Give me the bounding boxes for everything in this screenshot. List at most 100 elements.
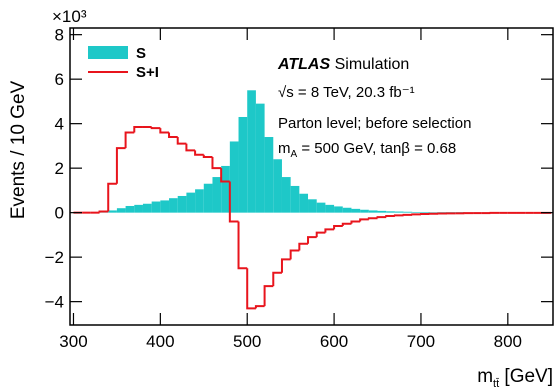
bar xyxy=(177,195,187,213)
bar xyxy=(281,177,291,213)
x-tick-label: 300 xyxy=(59,332,87,351)
legend-label: S xyxy=(136,45,146,62)
legend-label: S+I xyxy=(136,64,159,81)
step xyxy=(150,127,161,130)
step xyxy=(315,231,326,238)
kind: Simulation xyxy=(335,56,410,73)
step xyxy=(350,220,361,224)
step xyxy=(176,137,187,145)
frame xyxy=(69,27,554,326)
bar xyxy=(247,90,256,213)
param-part: = 500 GeV, tanβ = 0.68 xyxy=(297,140,456,157)
experiment: ATLAS xyxy=(277,56,330,73)
x-label-part: [GeV] xyxy=(499,366,553,387)
y-tick-label: 4 xyxy=(55,115,64,134)
step xyxy=(133,126,143,133)
bar xyxy=(169,198,178,213)
step xyxy=(367,217,378,220)
bar xyxy=(255,103,265,213)
bar xyxy=(229,141,239,213)
bar xyxy=(403,211,413,213)
x-tick-label: 500 xyxy=(233,332,261,351)
bar xyxy=(351,208,361,213)
bar xyxy=(116,208,126,213)
step xyxy=(220,168,230,183)
annotation: ATLAS Simulation xyxy=(277,56,409,73)
y-tick-label: −4 xyxy=(45,293,64,312)
bar xyxy=(108,210,117,213)
bar xyxy=(160,200,170,213)
step xyxy=(393,214,404,217)
step xyxy=(202,154,213,159)
step xyxy=(159,128,170,134)
bar xyxy=(360,209,369,213)
bar xyxy=(195,189,204,213)
legend-swatch xyxy=(88,46,128,59)
param-sub: A xyxy=(291,149,298,160)
bar xyxy=(420,211,430,213)
step xyxy=(385,214,395,218)
plot-area xyxy=(73,90,552,310)
y-multiplier: ×10³ xyxy=(52,7,87,26)
step xyxy=(289,249,300,260)
bar xyxy=(151,201,161,213)
y-tick-label: −2 xyxy=(45,248,64,267)
bar xyxy=(290,185,300,213)
bar xyxy=(316,202,326,213)
step xyxy=(280,258,291,273)
step xyxy=(237,221,248,270)
y-tick-label: 8 xyxy=(55,26,64,45)
step xyxy=(298,242,309,251)
x-tick-label: 700 xyxy=(407,332,435,351)
bar xyxy=(342,207,352,213)
bar xyxy=(368,210,378,213)
bar xyxy=(186,192,196,213)
bar xyxy=(412,211,421,213)
bar xyxy=(308,199,317,213)
annotation: Parton level; before selection xyxy=(278,115,471,132)
bar xyxy=(142,203,152,213)
step xyxy=(194,150,204,156)
bar xyxy=(125,205,135,213)
bar xyxy=(386,211,395,213)
bar xyxy=(377,210,387,213)
bar xyxy=(203,183,213,213)
x-tick-label: 600 xyxy=(320,332,348,351)
step xyxy=(359,218,369,222)
bar xyxy=(134,204,143,213)
bar xyxy=(299,193,309,213)
bar xyxy=(238,116,248,213)
y-tick-label: 6 xyxy=(55,70,64,89)
step xyxy=(211,157,222,170)
bar xyxy=(334,206,343,213)
x-label-sub: tt̄ xyxy=(493,378,499,390)
x-label-part: m xyxy=(477,366,493,387)
bar xyxy=(325,204,335,213)
bar xyxy=(212,177,222,213)
annotation: √s = 8 TeV, 20.3 fb⁻¹ xyxy=(278,84,415,101)
step xyxy=(333,225,343,230)
step xyxy=(168,132,178,139)
step xyxy=(263,285,274,307)
step xyxy=(124,131,135,149)
bar xyxy=(264,137,274,213)
step xyxy=(246,268,256,310)
step xyxy=(185,143,196,152)
param-part: m xyxy=(278,140,291,157)
y-tick-label: 0 xyxy=(55,204,64,223)
y-axis-label: Events / 10 GeV xyxy=(8,80,29,219)
step xyxy=(228,181,239,223)
bar xyxy=(221,165,230,213)
step xyxy=(307,236,317,244)
step xyxy=(98,210,109,213)
x-tick-label: 800 xyxy=(494,332,522,351)
y-tick-label: 2 xyxy=(55,159,64,178)
annotation: mA = 500 GeV, tanβ = 0.68 xyxy=(278,140,456,160)
step xyxy=(272,271,282,287)
step xyxy=(115,147,126,184)
step xyxy=(107,182,117,212)
step xyxy=(376,216,387,219)
step xyxy=(324,228,335,233)
x-tick-label: 400 xyxy=(146,332,174,351)
